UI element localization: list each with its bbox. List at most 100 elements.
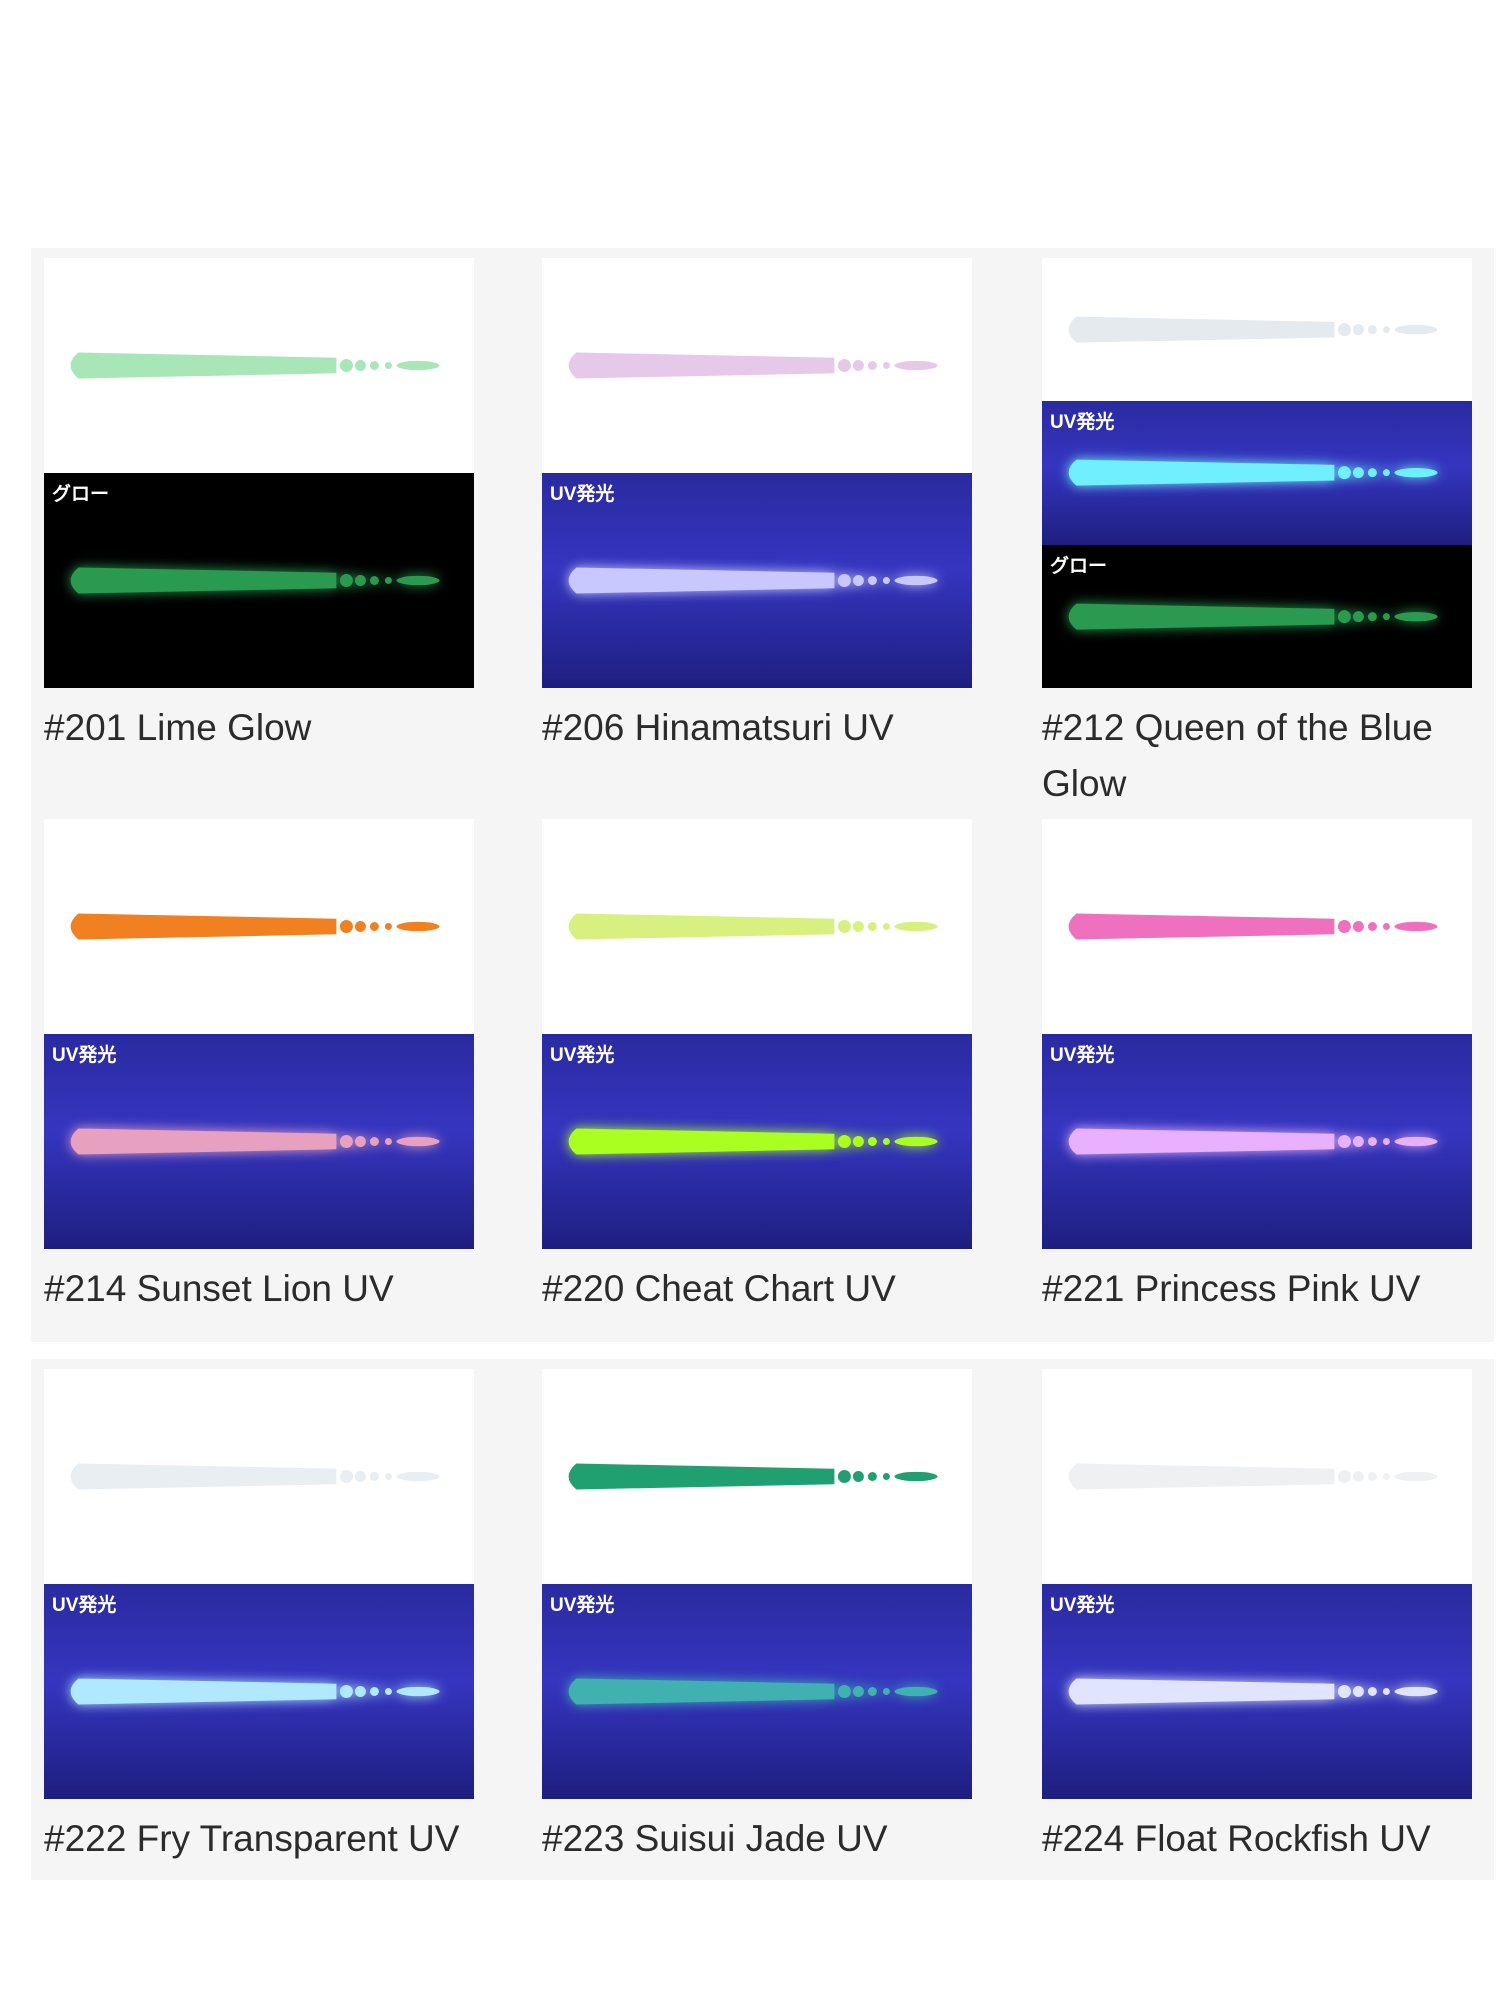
photo-tag: グロー bbox=[1050, 555, 1108, 577]
lure-segment bbox=[384, 1138, 392, 1145]
lure-segment bbox=[1337, 609, 1351, 623]
lure bbox=[1068, 1128, 1438, 1155]
swatch-card: UV発光グロー #212 Queen of the Blue Glow bbox=[1042, 258, 1472, 818]
photo bbox=[1068, 1463, 1438, 1490]
lure-segment bbox=[852, 360, 864, 371]
photo-dark: UV発光 bbox=[1042, 401, 1472, 545]
item-label: #224 Float Rockfish UV bbox=[1042, 1818, 1431, 1859]
item-label: #222 Fry Transparent UV bbox=[44, 1818, 460, 1859]
lure bbox=[1068, 913, 1438, 940]
lure-tail bbox=[396, 1471, 440, 1482]
item-label: #223 Suisui Jade UV bbox=[542, 1818, 888, 1859]
lure-segment bbox=[1352, 610, 1364, 622]
lure-body bbox=[1068, 1128, 1335, 1155]
lure-segment bbox=[369, 1687, 379, 1696]
lure-segment bbox=[852, 575, 864, 586]
lure-segment bbox=[1367, 922, 1377, 931]
lure-body bbox=[1068, 316, 1335, 343]
lure-segment bbox=[837, 574, 851, 587]
lure bbox=[70, 352, 440, 379]
swatch-card: UV発光 #220 Cheat Chart UV bbox=[542, 819, 972, 1379]
lure-segment bbox=[354, 1686, 366, 1697]
lure-tail bbox=[1394, 324, 1438, 335]
lure bbox=[1068, 316, 1438, 343]
lure-segment bbox=[384, 1473, 392, 1480]
lure-body bbox=[70, 1678, 337, 1705]
lure-body bbox=[568, 1463, 835, 1490]
photo-tag: UV発光 bbox=[52, 1045, 117, 1066]
swatch-card: UV発光 #224 Float Rockfish UV bbox=[1042, 1369, 1472, 1929]
lure-segment bbox=[339, 359, 353, 372]
lure bbox=[70, 913, 440, 940]
lure-tail bbox=[396, 1136, 440, 1147]
photo-dark: UV発光 bbox=[1042, 1034, 1472, 1249]
photo bbox=[70, 1463, 440, 1490]
lure-segment bbox=[852, 1686, 864, 1697]
lure-body bbox=[568, 913, 835, 940]
lure bbox=[1068, 1678, 1438, 1705]
photo bbox=[568, 352, 938, 379]
lure-segment bbox=[882, 1473, 890, 1480]
photo bbox=[1068, 316, 1438, 343]
swatch-card: UV発光 #214 Sunset Lion UV bbox=[44, 819, 474, 1379]
lure-tail bbox=[396, 575, 440, 586]
photo bbox=[568, 567, 938, 594]
lure-body bbox=[70, 1463, 337, 1490]
photo-tag: UV発光 bbox=[1050, 1045, 1115, 1066]
lure-tail bbox=[1394, 468, 1438, 478]
lure-body bbox=[1068, 913, 1335, 940]
lure-tail bbox=[1394, 1471, 1438, 1482]
lure-segment bbox=[1337, 1470, 1351, 1483]
lure-segment bbox=[1382, 1473, 1390, 1480]
lure bbox=[568, 352, 938, 379]
lure-segment bbox=[1367, 325, 1377, 335]
lure-segment bbox=[882, 362, 890, 369]
lure-segment bbox=[354, 1471, 366, 1482]
lure-tail bbox=[396, 921, 440, 932]
lure-segment bbox=[1382, 1688, 1390, 1695]
lure-tail bbox=[894, 921, 938, 932]
photo-tag: UV発光 bbox=[550, 1595, 615, 1616]
photo-dark: UV発光 bbox=[44, 1034, 474, 1249]
lure-segment bbox=[837, 920, 851, 933]
photo-tag: グロー bbox=[52, 484, 110, 505]
lure-body bbox=[70, 567, 337, 594]
lure-segment bbox=[1337, 466, 1351, 480]
lure-segment bbox=[837, 1685, 851, 1698]
lure bbox=[568, 567, 938, 594]
photo-tag: UV発光 bbox=[52, 1595, 117, 1616]
lure-tail bbox=[1394, 1136, 1438, 1147]
lure-segment bbox=[384, 577, 392, 584]
lure-segment bbox=[1382, 612, 1390, 620]
lure-segment bbox=[1367, 1137, 1377, 1146]
photo bbox=[1068, 459, 1438, 486]
photo bbox=[70, 1128, 440, 1155]
lure-body bbox=[1068, 459, 1335, 486]
lure-body bbox=[70, 1128, 337, 1155]
lure-body bbox=[70, 913, 337, 940]
photo bbox=[568, 1128, 938, 1155]
photo-tag: UV発光 bbox=[550, 484, 615, 505]
photo-dark: グロー bbox=[44, 473, 474, 688]
photo-white bbox=[1042, 258, 1472, 402]
lure-segment bbox=[369, 922, 379, 931]
lure-segment bbox=[1367, 1687, 1377, 1696]
photo bbox=[70, 567, 440, 594]
photo-white bbox=[542, 819, 972, 1034]
item-label: #212 Queen of the Blue Glow bbox=[1042, 707, 1433, 804]
lure bbox=[568, 1128, 938, 1155]
photo bbox=[70, 1678, 440, 1705]
lure-segment bbox=[852, 1471, 864, 1482]
photo-tag: UV発光 bbox=[1050, 1595, 1115, 1616]
lure-segment bbox=[882, 577, 890, 584]
lure bbox=[568, 913, 938, 940]
photo bbox=[1068, 603, 1438, 630]
photo-dark: UV発光 bbox=[44, 1584, 474, 1799]
lure-segment bbox=[867, 1137, 877, 1146]
lure-segment bbox=[339, 574, 353, 587]
lure-tail bbox=[894, 575, 938, 586]
swatch-card: UV発光 #206 Hinamatsuri UV bbox=[542, 258, 972, 818]
lure-segment bbox=[1352, 1686, 1364, 1697]
lure-segment bbox=[837, 359, 851, 372]
photo-white bbox=[1042, 1369, 1472, 1584]
